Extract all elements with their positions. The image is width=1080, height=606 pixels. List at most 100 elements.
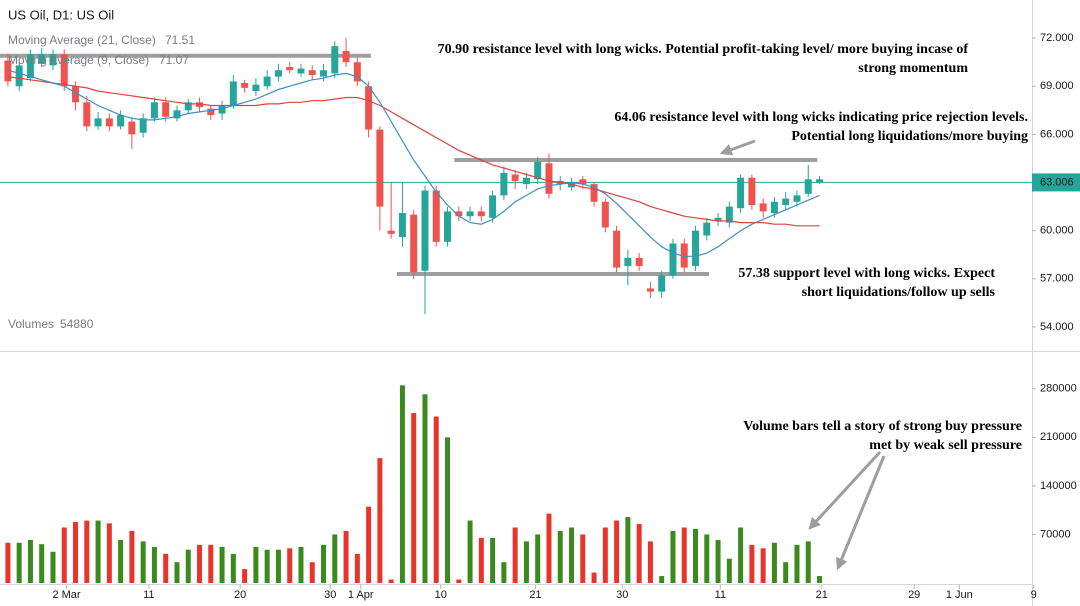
candle-body [353, 62, 361, 82]
annotation: short liquidations/follow up sells [802, 285, 996, 300]
volume-bar [287, 548, 293, 583]
volume-bar [569, 527, 575, 583]
volume-bar [783, 562, 789, 583]
candle-body [94, 118, 102, 127]
volume-bar [647, 541, 653, 583]
candle-body [38, 54, 46, 64]
candle-body [376, 129, 384, 207]
x-tick-label: 9 [1031, 589, 1037, 601]
volume-bar [456, 579, 462, 583]
candle-body [511, 174, 519, 181]
y-tick-label: 57.000 [1040, 273, 1074, 285]
y-tick-label: 72.000 [1040, 32, 1074, 44]
volume-bar [208, 544, 214, 583]
candle-body [534, 161, 542, 180]
annotation-arrow [719, 139, 756, 156]
volume-bar [309, 562, 315, 583]
volume-bar [557, 530, 563, 583]
candle-body [568, 182, 576, 188]
volume-bar [185, 549, 191, 583]
y-tick-label: 140000 [1040, 480, 1077, 492]
x-tick-label: 30 [616, 589, 628, 601]
candle-body [162, 102, 170, 117]
volume-bar [478, 537, 484, 583]
candle-body [105, 118, 113, 127]
candle-body [500, 172, 508, 196]
candle-body [4, 60, 12, 82]
volume-bar [230, 553, 236, 583]
annotation: met by weak sell pressure [869, 438, 1022, 453]
volume-bar [377, 458, 383, 583]
volume-bar [512, 527, 518, 583]
candle-body [669, 243, 677, 276]
volume-bar [298, 546, 304, 583]
volume-bar [817, 576, 823, 583]
volume-bar [636, 524, 642, 583]
volume-bar [546, 513, 552, 583]
y-tick-label: 66.000 [1040, 128, 1074, 140]
x-tick-label: 30 [324, 589, 336, 601]
volume-bar [749, 544, 755, 583]
x-tick-label: 29 [908, 589, 920, 601]
candle-body [184, 102, 192, 111]
y-tick-label: 69.000 [1040, 80, 1074, 92]
volume-bar [354, 553, 360, 583]
x-tick-label: 11 [143, 589, 154, 601]
volume-bar [445, 437, 451, 583]
volume-bar [602, 527, 608, 583]
candle-body [714, 217, 722, 222]
candle-body [150, 102, 158, 119]
volume-bar [704, 534, 710, 583]
candle-body [703, 222, 711, 236]
candle-body [196, 102, 204, 108]
x-tick-label: 21 [816, 589, 828, 601]
x-tick-label: 10 [435, 589, 447, 601]
volume-bar [219, 546, 225, 583]
candle-body [477, 211, 485, 217]
candle-body [579, 179, 587, 185]
plot-area: 72.00069.00066.00063.00060.00057.00054.0… [0, 32, 1080, 601]
candle-body [466, 211, 474, 217]
last-price-box [1032, 173, 1080, 192]
volume-bar [275, 549, 281, 583]
candle-body [804, 179, 812, 194]
candle-body [421, 190, 429, 271]
candle-body [72, 86, 80, 103]
annotation-arrow [836, 455, 886, 571]
volume-bar [580, 534, 586, 583]
volume-bar [73, 521, 79, 583]
volume-title: Volumes [8, 317, 54, 331]
candle-body [658, 275, 666, 292]
chart-title: US Oil, D1: US Oil [8, 7, 114, 22]
volume-bar [50, 551, 56, 583]
y-tick-label: 60.000 [1040, 225, 1074, 237]
volume-bar [118, 539, 124, 583]
volume-bar [264, 549, 270, 583]
candle-body [286, 66, 294, 71]
volume-bar [140, 541, 146, 583]
candle-body [680, 243, 688, 268]
candle-body [297, 68, 305, 74]
candle-body [241, 83, 249, 88]
volume-bar [129, 530, 135, 583]
candle-body [229, 81, 237, 106]
y-tick-label: 54.000 [1040, 321, 1074, 333]
volume-bar [388, 579, 394, 583]
candle-body [83, 102, 91, 127]
annotation: 64.06 resistance level with long wicks i… [614, 110, 1028, 125]
volume-bar [106, 523, 112, 583]
candle-body [308, 70, 316, 76]
volume-bar [422, 394, 428, 583]
candle-body [331, 46, 339, 74]
candle-body [252, 84, 260, 92]
annotation: 57.38 support level with long wicks. Exp… [738, 266, 995, 281]
annotation-arrow [808, 450, 882, 530]
volume-bar [399, 385, 405, 583]
volume-bar [343, 530, 349, 583]
candle-body [601, 201, 609, 228]
volume-bar [366, 506, 372, 583]
candle-body [624, 257, 632, 266]
x-tick-label: 1 Apr [348, 589, 374, 601]
